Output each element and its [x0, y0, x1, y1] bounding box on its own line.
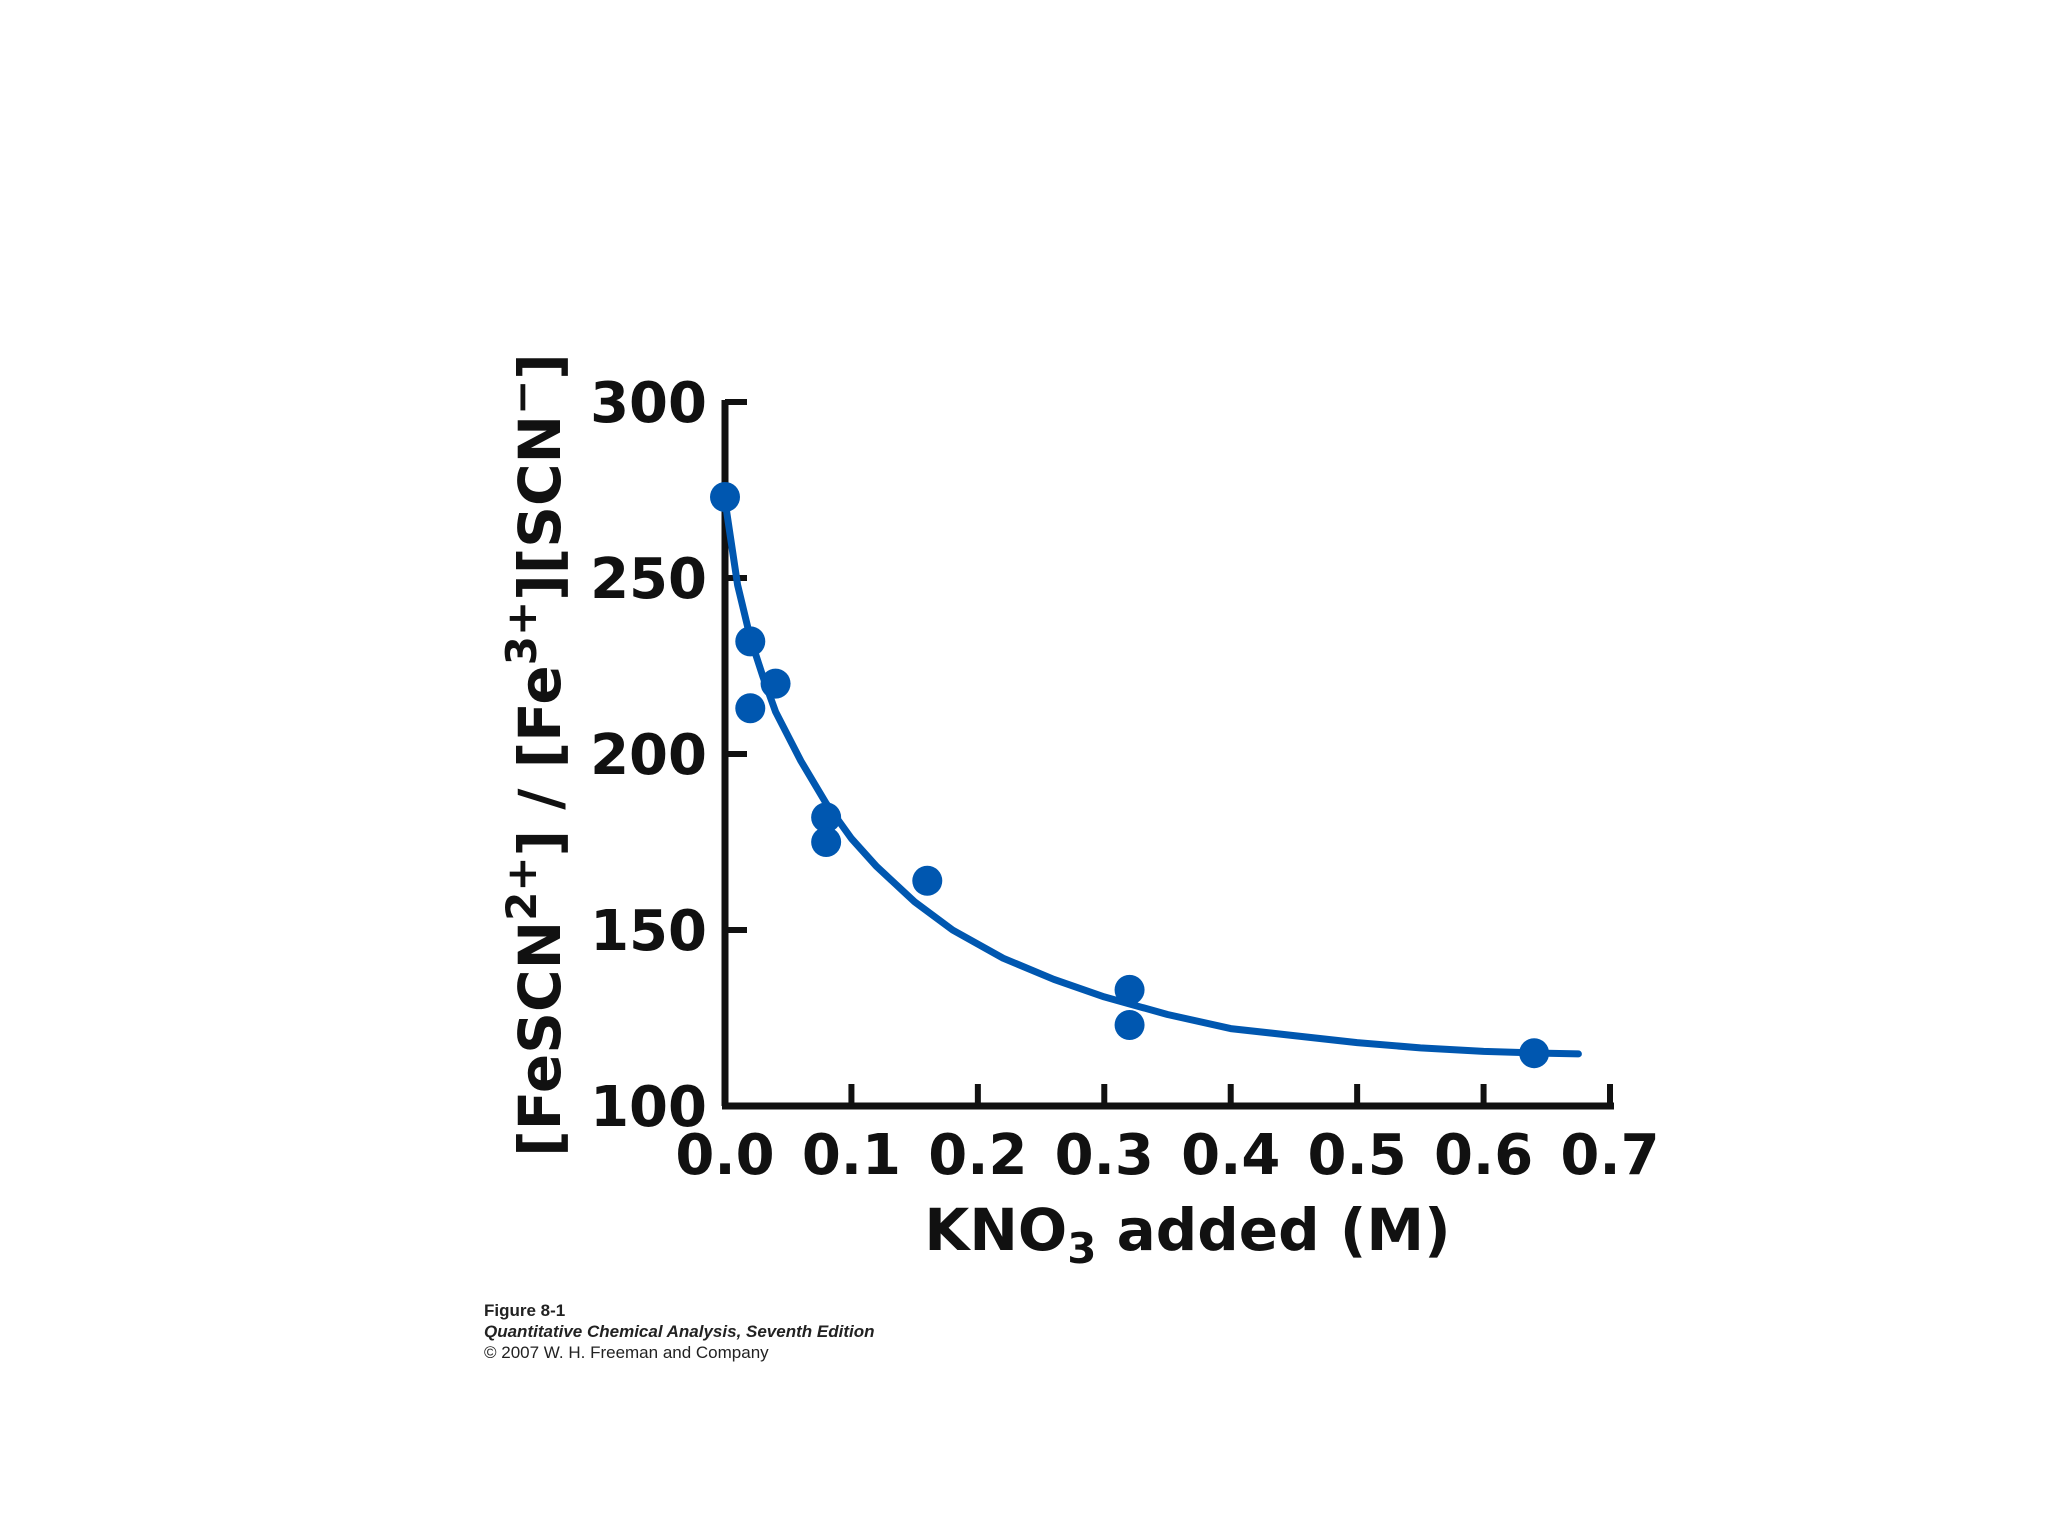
- x-axis-title: KNO3 added (M): [924, 1196, 1450, 1273]
- y-axis-title-part: ]: [506, 353, 574, 380]
- y-axis-title-part: ][SCN: [506, 415, 574, 601]
- x-ticks: 0.0 0.1 0.2 0.3 0.4 0.5 0.6 0.7: [675, 1084, 1660, 1188]
- y-axis-title-superscript: −: [497, 380, 546, 415]
- fit-curve: [721, 497, 1582, 1058]
- data-point: [735, 693, 766, 724]
- y-axis-title-superscript: 2+: [497, 856, 546, 920]
- x-axis-title-subscript: 3: [1067, 1224, 1096, 1273]
- x-tick-label: 0.6: [1434, 1123, 1533, 1188]
- x-tick-label: 0.5: [1308, 1123, 1407, 1188]
- x-tick-label: 0.0: [675, 1123, 774, 1188]
- y-tick-label: 100: [590, 1075, 707, 1140]
- y-tick-label: 150: [590, 899, 707, 964]
- data-point: [912, 865, 943, 896]
- data-point: [1519, 1038, 1550, 1069]
- book-title: Quantitative Chemical Analysis, Seventh …: [484, 1322, 875, 1341]
- figure-caption: Figure 8-1 Quantitative Chemical Analysi…: [484, 1300, 874, 1363]
- x-axis-title-main: KNO: [924, 1196, 1067, 1264]
- copyright-line: © 2007 W. H. Freeman and Company: [484, 1343, 769, 1362]
- axes: [721, 400, 1614, 1110]
- data-point: [735, 626, 766, 657]
- series-layer: [710, 482, 1582, 1069]
- x-tick-label: 0.7: [1560, 1123, 1659, 1188]
- y-axis-title: [FeSCN2+] / [Fe3+][SCN−]: [497, 353, 575, 1157]
- y-tick-label: 250: [590, 547, 707, 612]
- y-axis-title-superscript: 3+: [497, 601, 546, 665]
- data-point: [1114, 974, 1145, 1005]
- y-axis-title-part: ] / [Fe: [506, 665, 574, 856]
- x-tick-label: 0.2: [928, 1123, 1027, 1188]
- data-point: [811, 802, 842, 833]
- y-tick-label: 200: [590, 723, 707, 788]
- data-point: [710, 482, 740, 513]
- data-point: [760, 668, 791, 699]
- x-axis-title-rest: added (M): [1096, 1196, 1450, 1264]
- data-point: [1114, 1010, 1145, 1041]
- x-tick-label: 0.4: [1181, 1123, 1280, 1188]
- x-tick-label: 0.3: [1055, 1123, 1154, 1188]
- axis-titles: KNO3 added (M) [FeSCN2+] / [Fe3+][SCN−]: [497, 353, 1451, 1272]
- data-point: [811, 827, 842, 857]
- y-axis-title-part: [FeSCN: [506, 921, 574, 1157]
- x-tick-label: 0.1: [802, 1123, 901, 1188]
- figure-number: Figure 8-1: [484, 1301, 566, 1320]
- y-tick-label: 300: [590, 371, 707, 436]
- y-ticks: 100 150 200 250 300: [590, 371, 747, 1140]
